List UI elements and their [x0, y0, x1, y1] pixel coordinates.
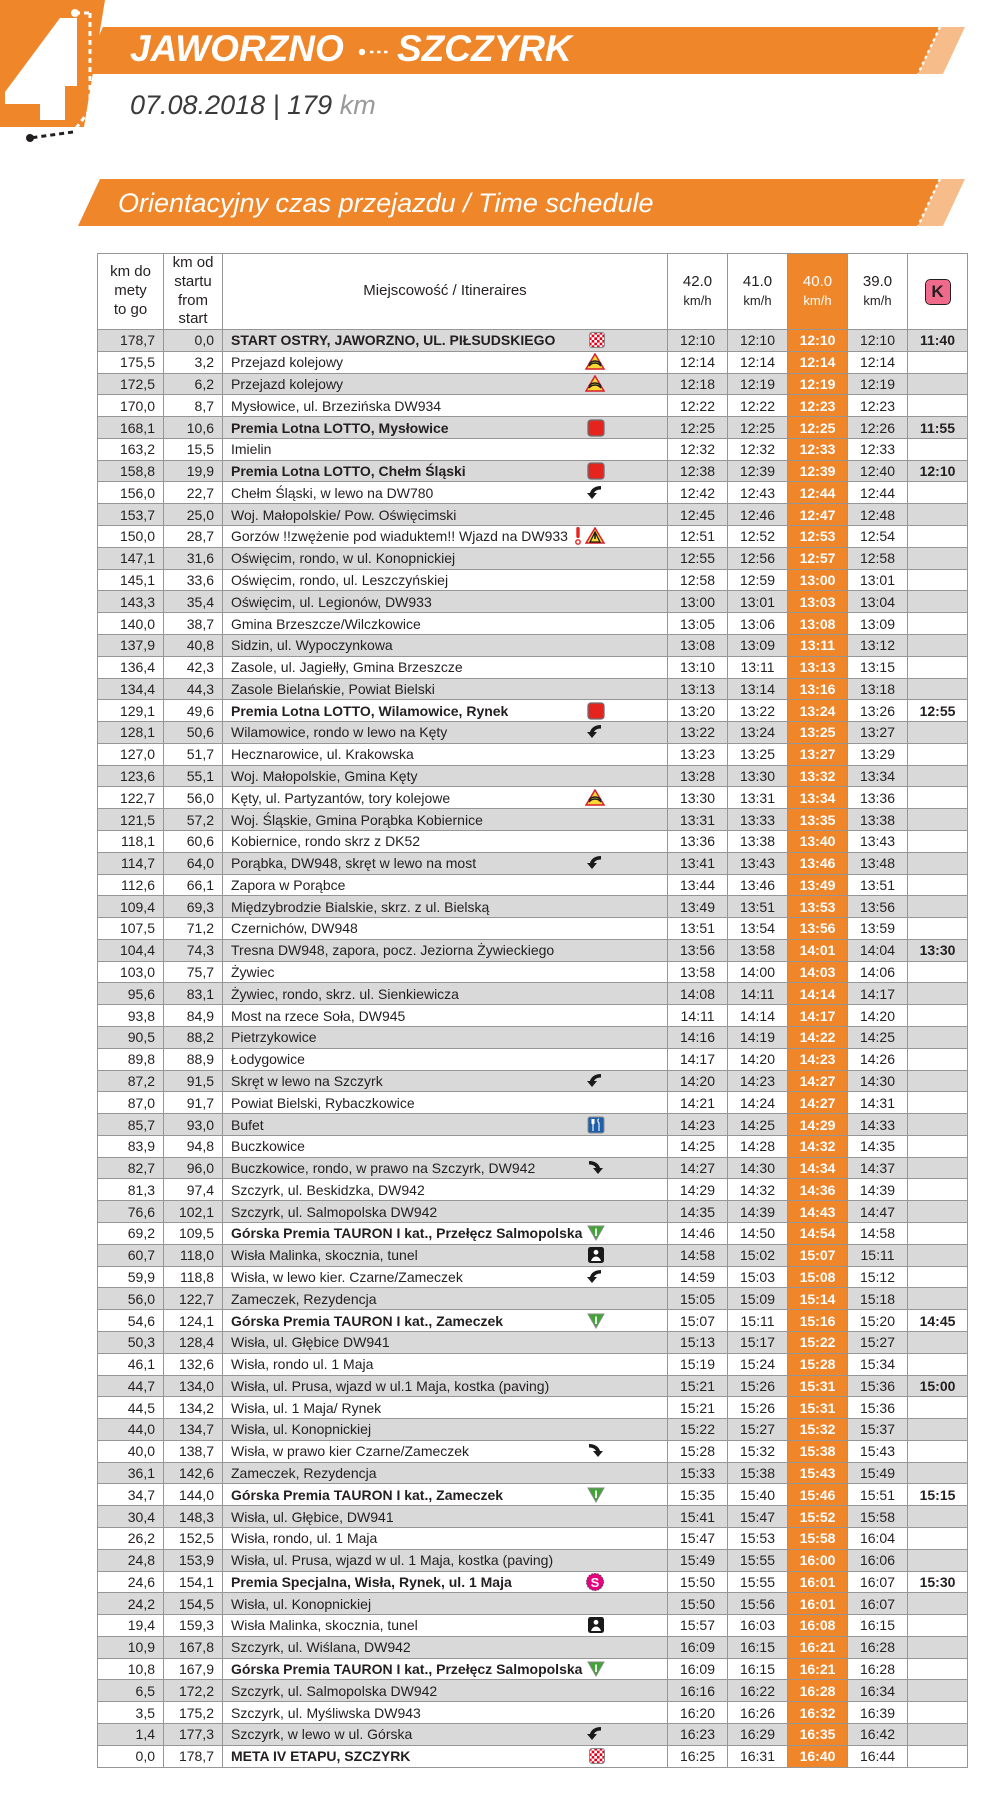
- svg-text:Orientacyjny czas przejazdu /: Orientacyjny czas przejazdu / Time sched…: [118, 188, 654, 218]
- svg-text:S: S: [591, 1575, 600, 1590]
